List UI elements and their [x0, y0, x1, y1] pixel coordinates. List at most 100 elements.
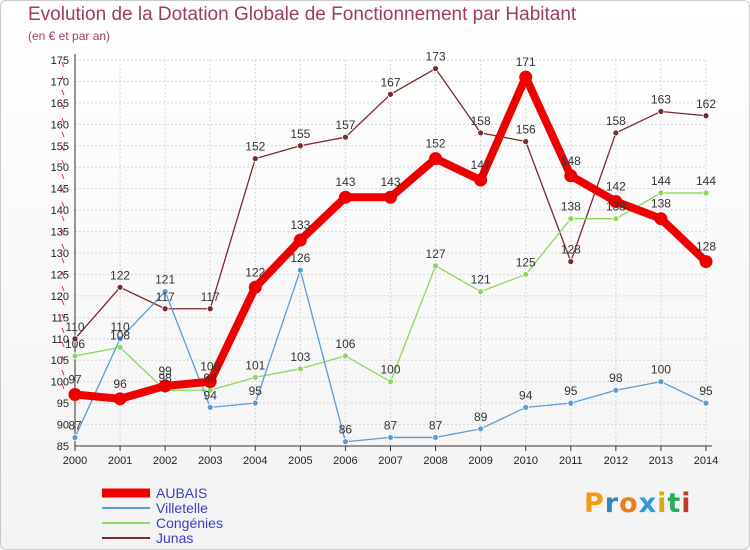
- data-label-junas: 117: [201, 290, 220, 304]
- data-label-junas: 117: [156, 290, 175, 304]
- legend-label-aubais: AUBAIS: [156, 485, 207, 501]
- axis-accent: [61, 383, 65, 390]
- data-label-aubais: 100: [200, 360, 220, 374]
- data-point-aubais: [429, 152, 443, 166]
- legend-label-cong-nies: Congénies: [156, 515, 223, 531]
- data-label-junas: 173: [426, 50, 446, 64]
- data-label-cong-nies: 138: [561, 200, 581, 214]
- axes: 8590951001051101151201251301351401451501…: [51, 54, 718, 467]
- data-point-villetelle: [116, 335, 124, 343]
- data-point-villetelle: [296, 266, 304, 274]
- y-tick-label: 95: [57, 398, 69, 410]
- data-point-junas: [116, 283, 124, 291]
- axis-accent: [61, 285, 65, 292]
- data-label-cong-nies: 103: [290, 350, 310, 364]
- x-tick-label: 2005: [288, 455, 312, 467]
- axis-accent: [61, 243, 65, 250]
- data-label-cong-nies: 138: [606, 200, 626, 214]
- axis-accent: [61, 89, 65, 96]
- data-label-junas: 152: [245, 140, 265, 154]
- data-label-cong-nies: 144: [696, 174, 716, 188]
- x-tick-label: 2003: [198, 455, 222, 467]
- x-tick-label: 2011: [559, 455, 583, 467]
- data-label-villetelle: 95: [699, 384, 713, 398]
- data-point-junas: [612, 129, 620, 137]
- data-point-cong-nies: [342, 352, 349, 360]
- data-point-aubais: [203, 375, 217, 389]
- y-tick-label: 170: [51, 76, 69, 88]
- data-label-aubais: 99: [158, 364, 172, 378]
- x-tick-label: 2014: [694, 455, 718, 467]
- data-point-aubais: [158, 379, 172, 393]
- data-label-junas: 156: [516, 122, 536, 136]
- data-point-villetelle: [206, 403, 214, 411]
- logo-letter: t: [667, 488, 682, 519]
- data-label-junas: 163: [651, 92, 671, 106]
- y-tick-label: 155: [51, 141, 69, 153]
- data-label-aubais: 148: [561, 154, 581, 168]
- data-label-aubais: 122: [245, 265, 265, 279]
- logo-letter: i: [657, 488, 668, 519]
- y-tick-label: 175: [51, 55, 69, 67]
- y-tick-label: 150: [51, 162, 69, 174]
- data-label-aubais: 143: [335, 175, 355, 189]
- data-point-cong-nies: [432, 262, 439, 270]
- data-point-aubais: [248, 280, 262, 294]
- axis-accent: [61, 355, 65, 362]
- chart-title: Evolution de la Dotation Globale de Fonc…: [28, 4, 577, 25]
- data-point-aubais: [293, 233, 307, 247]
- data-point-junas: [477, 129, 485, 137]
- x-tick-label: 2004: [243, 455, 267, 467]
- data-label-villetelle: 87: [384, 418, 398, 432]
- data-label-junas: 157: [335, 118, 355, 132]
- axis-accent: [61, 187, 65, 194]
- data-label-villetelle: 87: [68, 418, 82, 432]
- data-label-cong-nies: 108: [110, 328, 130, 342]
- logo-letter: i: [681, 488, 692, 519]
- logo-letter: x: [638, 488, 658, 519]
- data-label-cong-nies: 127: [426, 247, 446, 261]
- data-label-aubais: 96: [113, 377, 127, 391]
- data-point-villetelle: [432, 434, 439, 441]
- data-point-cong-nies: [522, 271, 530, 278]
- data-point-cong-nies: [612, 215, 620, 223]
- data-label-aubais: 143: [380, 175, 400, 189]
- axis-accent: [61, 173, 65, 180]
- data-point-villetelle: [71, 434, 79, 441]
- y-tick-label: 145: [51, 184, 69, 196]
- axis-accent: [61, 75, 65, 82]
- data-point-junas: [522, 138, 530, 145]
- x-tick-label: 2009: [468, 455, 492, 467]
- data-label-junas: 158: [471, 114, 491, 128]
- data-label-cong-nies: 125: [516, 255, 536, 269]
- x-tick-label: 2002: [153, 455, 177, 467]
- series-lines: [68, 65, 713, 446]
- logo-letter: r: [604, 488, 620, 519]
- data-label-junas: 122: [110, 268, 130, 282]
- x-tick-label: 2013: [649, 455, 673, 467]
- axis-accent: [61, 341, 65, 348]
- data-point-junas: [387, 90, 394, 98]
- data-label-aubais: 152: [426, 137, 446, 151]
- y-tick-label: 130: [51, 248, 69, 260]
- data-point-cong-nies: [702, 189, 710, 197]
- data-point-junas: [567, 258, 575, 265]
- data-label-aubais: 142: [606, 180, 626, 194]
- data-point-aubais: [519, 70, 533, 84]
- data-label-aubais: 133: [290, 218, 310, 232]
- x-tick-label: 2012: [604, 455, 628, 467]
- y-tick-label: 165: [51, 98, 69, 110]
- data-point-junas: [657, 108, 665, 115]
- data-point-aubais: [384, 190, 397, 204]
- axis-accent: [61, 313, 65, 320]
- data-label-aubais: 97: [68, 373, 82, 387]
- data-label-aubais: 171: [516, 55, 536, 69]
- data-label-villetelle: 100: [651, 363, 671, 377]
- legend-label-junas: Junas: [156, 530, 193, 546]
- data-labels: 110 122 117 117 152 155 157 167 173 158 156 128 158 1…: [65, 50, 716, 437]
- axis-accent: [61, 145, 65, 152]
- y-tick-label: 140: [51, 205, 69, 217]
- data-point-aubais: [654, 212, 668, 226]
- data-label-villetelle: 86: [339, 423, 353, 437]
